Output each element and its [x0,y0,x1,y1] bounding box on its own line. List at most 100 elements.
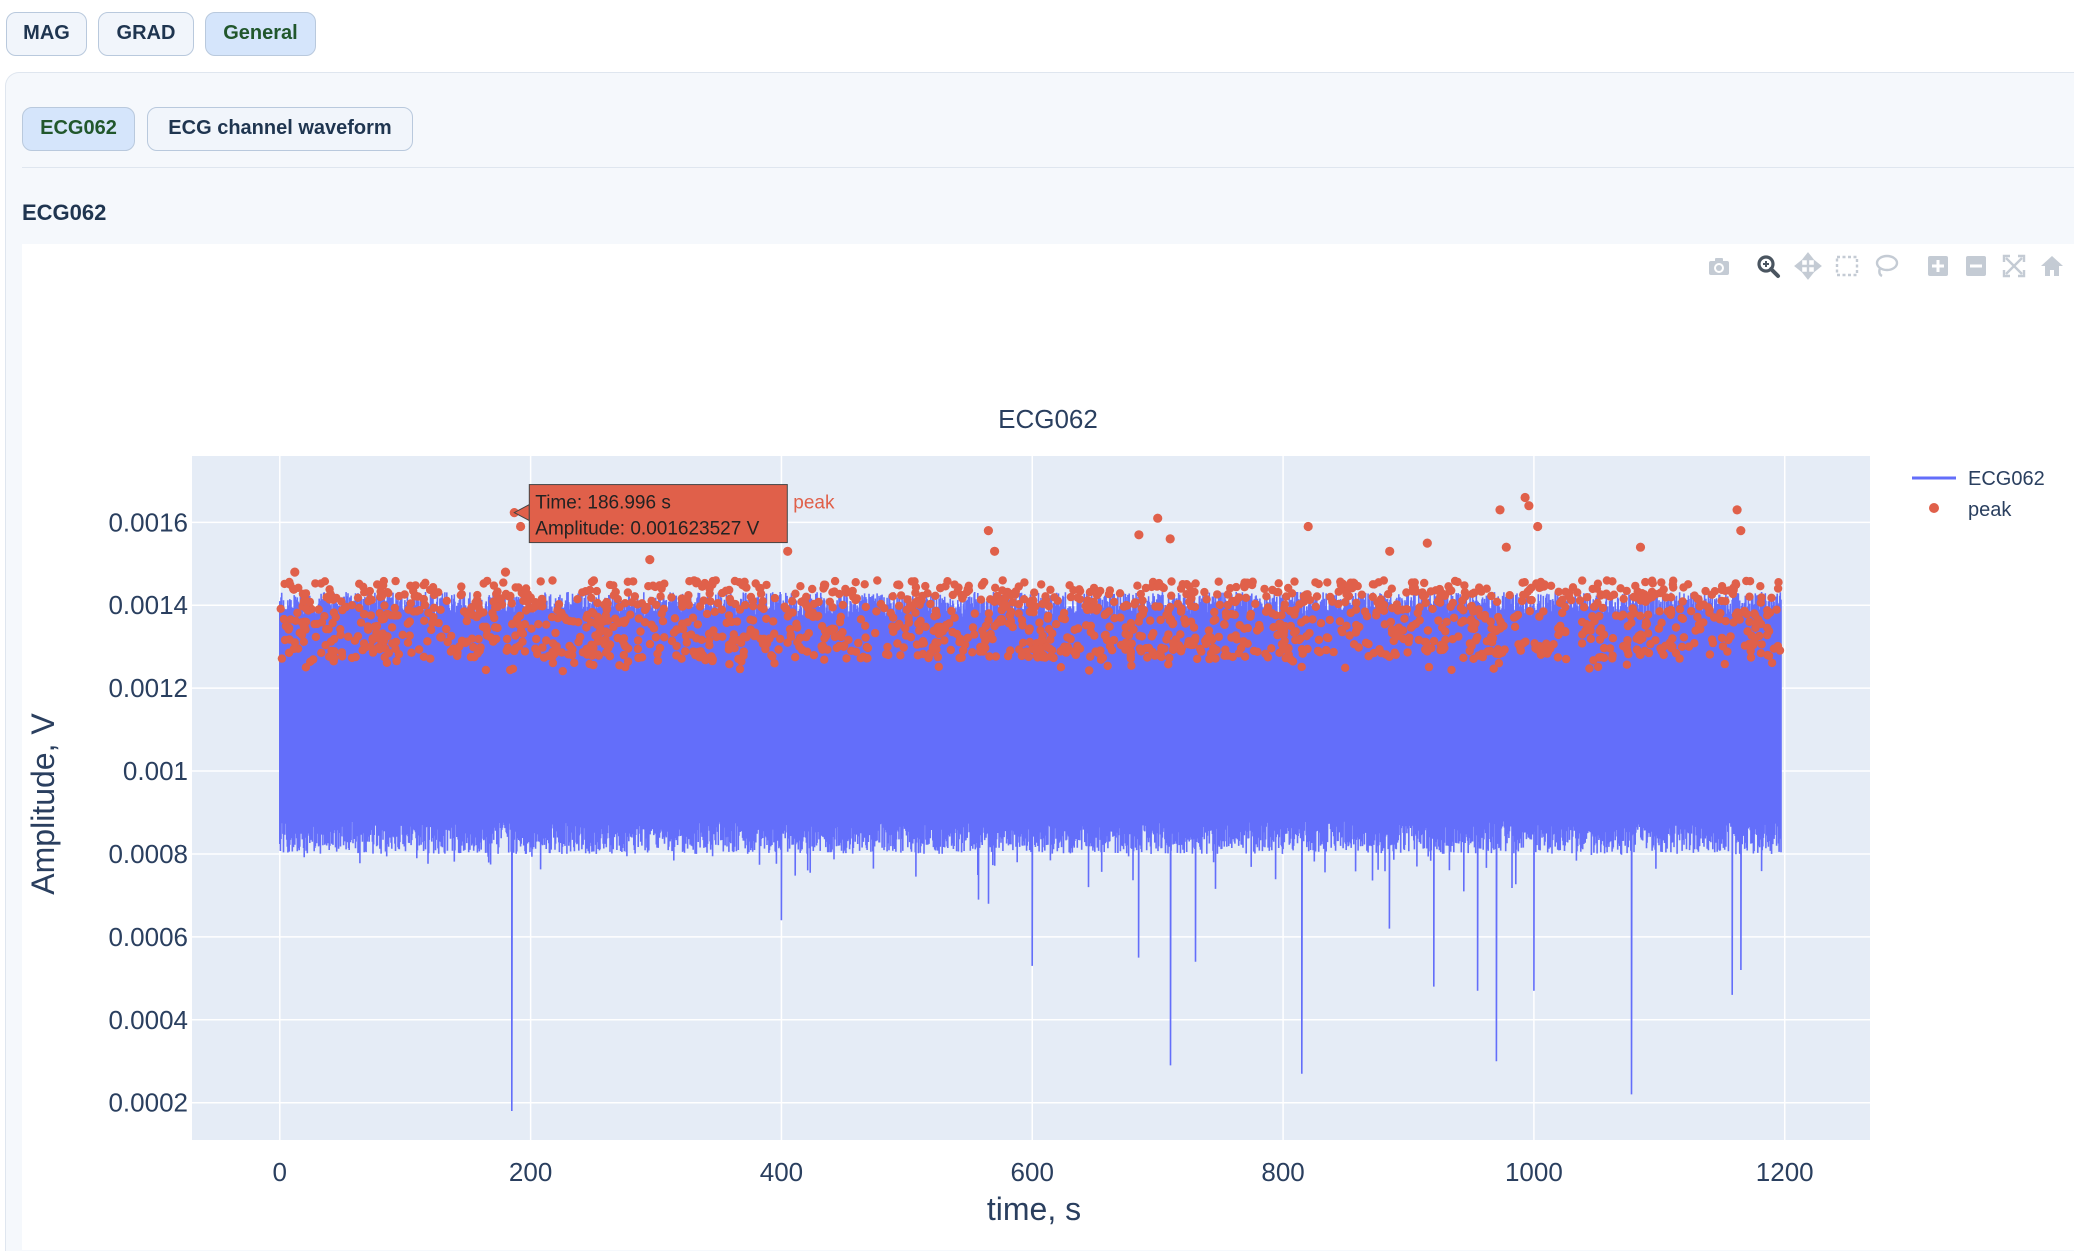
peak-marker[interactable] [1130,600,1139,609]
peak-marker[interactable] [918,591,927,601]
peak-marker[interactable] [1223,600,1233,610]
peak-marker[interactable] [377,592,387,601]
peak-marker[interactable] [1212,645,1221,655]
peak-marker[interactable] [331,612,340,622]
peak-marker[interactable] [1234,649,1244,658]
peak-marker[interactable] [978,647,988,656]
peak-marker[interactable] [514,583,523,592]
peak-marker[interactable] [1710,587,1720,596]
peak-marker[interactable] [423,637,432,646]
peak-marker[interactable] [1482,584,1491,593]
peak-marker[interactable] [653,656,663,665]
peak-marker[interactable] [1116,613,1125,622]
peak-marker[interactable] [1086,652,1095,661]
peak-marker[interactable] [593,637,603,646]
peak-marker[interactable] [988,635,997,644]
peak-marker[interactable] [353,593,363,602]
peak-marker[interactable] [516,521,526,532]
peak-marker[interactable] [926,648,935,658]
peak-marker[interactable] [550,649,559,659]
peak-marker[interactable] [1115,589,1125,598]
peak-marker[interactable] [1362,612,1372,621]
peak-marker[interactable] [279,614,289,624]
peak-marker[interactable] [1456,603,1466,612]
peak-marker[interactable] [652,600,661,610]
peak-marker[interactable] [893,639,902,648]
peak-marker[interactable] [983,526,994,536]
peak-marker[interactable] [873,576,882,585]
peak-marker[interactable] [695,602,705,611]
peak-marker[interactable] [990,622,999,631]
peak-marker[interactable] [1018,638,1028,647]
peak-marker[interactable] [1169,619,1178,628]
peak-marker[interactable] [1683,580,1693,589]
peak-marker[interactable] [947,606,956,616]
peak-marker[interactable] [1325,615,1335,625]
peak-marker[interactable] [692,579,701,588]
peak-marker[interactable] [1411,619,1421,629]
peak-marker[interactable] [722,618,731,628]
peak-marker[interactable] [284,648,294,657]
peak-marker[interactable] [1510,622,1520,631]
peak-marker[interactable] [911,608,920,617]
peak-marker[interactable] [902,605,911,614]
peak-marker[interactable] [1223,590,1233,599]
subtab-ecg-channel-waveform[interactable]: ECG channel waveform [147,107,413,151]
peak-marker[interactable] [1073,641,1082,650]
peak-marker[interactable] [1693,612,1702,622]
peak-marker[interactable] [829,624,839,634]
peak-marker[interactable] [1585,664,1594,673]
peak-marker[interactable] [1447,665,1456,675]
peak-marker[interactable] [687,630,696,639]
peak-marker[interactable] [368,648,378,657]
peak-marker[interactable] [1696,625,1705,634]
peak-marker[interactable] [1263,603,1273,612]
peak-marker[interactable] [688,613,698,622]
peak-marker[interactable] [548,576,557,585]
peak-marker[interactable] [770,629,779,638]
peak-marker[interactable] [530,602,539,612]
peak-marker[interactable] [1408,587,1417,596]
peak-marker[interactable] [1756,582,1765,591]
peak-marker[interactable] [1075,595,1085,604]
peak-marker[interactable] [290,567,300,577]
peak-marker[interactable] [1756,649,1766,658]
peak-marker[interactable] [759,604,768,614]
peak-marker[interactable] [774,645,783,654]
peak-marker[interactable] [299,637,308,646]
peak-marker[interactable] [1176,647,1186,656]
peak-marker[interactable] [670,614,680,623]
peak-marker[interactable] [1156,615,1165,625]
peak-marker[interactable] [519,596,528,605]
peak-marker[interactable] [1086,627,1096,637]
peak-marker[interactable] [710,607,719,616]
peak-marker[interactable] [419,652,429,661]
peak-marker[interactable] [1349,640,1359,649]
peak-marker[interactable] [935,622,944,632]
box-select-icon[interactable] [1833,252,1861,280]
peak-marker[interactable] [355,603,364,613]
peak-marker[interactable] [1436,598,1445,607]
peak-marker[interactable] [496,595,505,604]
peak-marker[interactable] [384,589,393,598]
peak-marker[interactable] [1121,645,1130,654]
peak-marker[interactable] [769,617,778,626]
peak-marker[interactable] [1035,618,1044,627]
peak-marker[interactable] [1606,592,1615,601]
peak-marker[interactable] [1260,584,1269,594]
peak-marker[interactable] [605,652,615,661]
peak-marker[interactable] [950,580,959,589]
peak-marker[interactable] [1104,589,1114,599]
peak-marker[interactable] [872,607,881,616]
peak-marker[interactable] [605,640,615,649]
peak-marker[interactable] [1435,584,1444,594]
peak-marker[interactable] [704,636,714,645]
peak-marker[interactable] [1767,658,1777,668]
peak-marker[interactable] [761,644,770,654]
peak-marker[interactable] [1593,579,1603,588]
peak-marker[interactable] [1313,646,1323,656]
peak-marker[interactable] [299,622,309,631]
peak-marker[interactable] [1162,635,1171,644]
peak-marker[interactable] [1608,634,1618,643]
lasso-select-icon[interactable] [1872,252,1900,280]
